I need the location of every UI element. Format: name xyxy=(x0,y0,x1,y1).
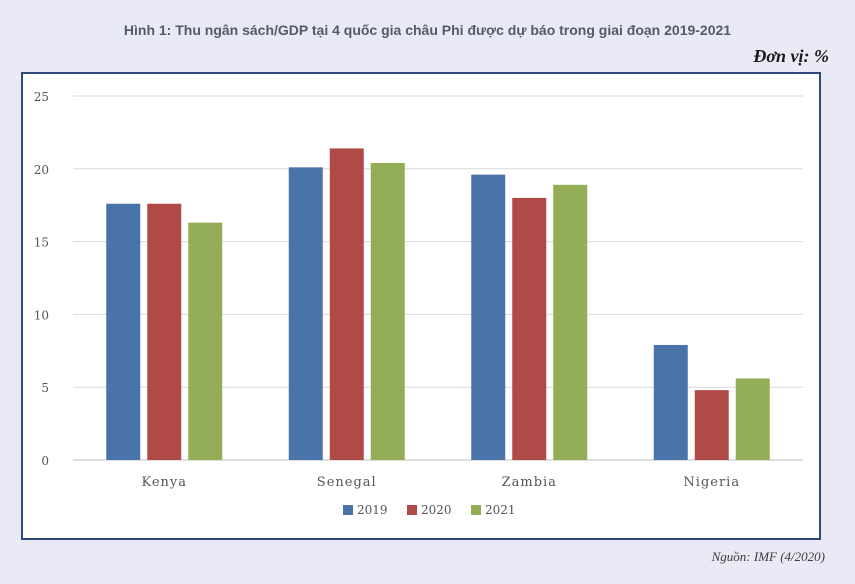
y-tick-label: 15 xyxy=(34,236,49,250)
chart-frame: 0 5 10 15 20 25 Kenya Senegal Zambia Nigeria 2019 2… xyxy=(21,72,821,540)
y-tick-label: 10 xyxy=(34,308,49,322)
legend-label: 2020 xyxy=(421,503,452,517)
x-tick-label: Zambia xyxy=(502,475,557,490)
x-tick-label: Senegal xyxy=(317,475,377,490)
bar-nigeria-2021 xyxy=(735,378,770,460)
legend-swatch-2019 xyxy=(343,505,353,515)
bar-zambia-2019 xyxy=(471,174,506,460)
x-tick-label: Nigeria xyxy=(683,475,740,490)
unit-label: Đơn vị: % xyxy=(753,46,829,66)
x-tick-label: Kenya xyxy=(141,475,187,490)
bar-zambia-2021 xyxy=(553,184,588,460)
bar-chart: 0 5 10 15 20 25 Kenya Senegal Zambia Nigeria 2019 2… xyxy=(34,90,803,517)
bar-senegal-2019 xyxy=(288,167,323,460)
y-tick-label: 25 xyxy=(34,90,49,104)
bar-senegal-2021 xyxy=(370,162,405,460)
y-tick-label: 0 xyxy=(41,454,49,468)
bar-nigeria-2019 xyxy=(653,344,688,460)
legend-label: 2021 xyxy=(485,503,516,517)
legend-swatch-2021 xyxy=(471,505,481,515)
y-tick-label: 5 xyxy=(41,381,49,395)
legend-label: 2019 xyxy=(357,503,388,517)
y-tick-label: 20 xyxy=(34,163,49,177)
bar-senegal-2020 xyxy=(329,148,364,460)
bar-kenya-2020 xyxy=(147,203,182,460)
bar-kenya-2021 xyxy=(188,222,223,460)
bar-nigeria-2020 xyxy=(694,390,729,460)
bar-zambia-2020 xyxy=(512,197,547,461)
legend-swatch-2020 xyxy=(407,505,417,515)
bar-kenya-2019 xyxy=(106,203,141,460)
source-note: Nguồn: IMF (4/2020) xyxy=(711,549,825,564)
chart-title: Hình 1: Thu ngân sách/GDP tại 4 quốc gia… xyxy=(123,22,732,38)
